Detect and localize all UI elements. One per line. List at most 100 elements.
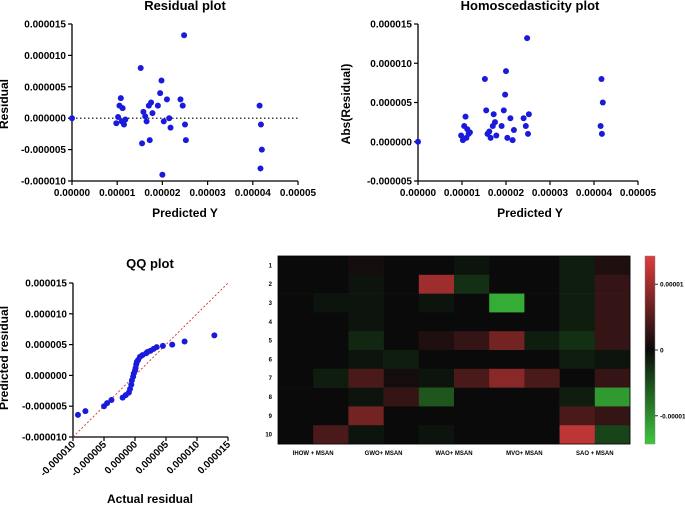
residual-plot-panel: Residual plot Predicted Y Residual -0.00… [0, 0, 317, 220]
heatmap-cell [278, 293, 314, 313]
heatmap-cell [313, 274, 349, 294]
residual-plot-point [157, 90, 164, 97]
heatmap-cell [559, 425, 596, 445]
residual-plot-point [257, 165, 264, 172]
heatmap-cell [418, 256, 455, 276]
heatmap-cell [313, 312, 349, 332]
heatmap-cell [454, 368, 490, 388]
residual-plot-point [143, 118, 150, 125]
heatmap-cell [383, 331, 420, 351]
homoscedasticity-plot-point [458, 132, 465, 139]
homoscedasticity-plot-point [502, 91, 509, 98]
homoscedasticity-plot-ytick-label: 0.000010 [370, 59, 412, 70]
homoscedasticity-plot-xtick-label: 0.00003 [532, 188, 569, 199]
homoscedasticity-plot-point [525, 130, 531, 137]
heatmap-cell [383, 368, 420, 388]
residual-plot-point [181, 32, 188, 39]
homoscedasticity-plot-xtick-label: 0.00001 [444, 188, 481, 199]
homoscedasticity-plot-xlabel: Predicted Y [497, 206, 563, 220]
residual-plot-point [258, 146, 265, 153]
heatmap-cell [418, 387, 455, 407]
qq-plot-ytick-label: 0.000005 [25, 340, 67, 351]
heatmap-cell [594, 350, 631, 370]
heatmap-cell [348, 350, 384, 370]
heatmap-row-label: 4 [269, 320, 273, 326]
heatmap-cell [594, 293, 631, 313]
qq-plot-ytick-label: 0.000000 [25, 371, 67, 382]
heatmap-cell [489, 312, 525, 332]
residual-plot-point [142, 113, 149, 120]
heatmap-cell [383, 312, 420, 332]
heatmap-cell [418, 368, 455, 388]
heatmap-cell [559, 406, 596, 426]
residual-plot-point [69, 115, 75, 122]
residual-plot-point [139, 140, 146, 147]
heatmap-row-label: 9 [269, 414, 273, 420]
qq-plot-point [82, 408, 89, 415]
residual-plot-xtick-label: 0.00005 [280, 188, 317, 199]
residual-plot-point [256, 102, 263, 109]
heatmap-cell [278, 425, 314, 445]
heatmap-cell [383, 350, 420, 370]
heatmap-cell [559, 293, 596, 313]
heatmap-cell [348, 406, 384, 426]
heatmap-cell [559, 331, 596, 351]
heatmap-cell [559, 274, 596, 294]
heatmap-cell [313, 406, 349, 426]
residual-plot-point [122, 116, 129, 123]
colorbar-tick-label: 0 [660, 348, 664, 355]
colorbar-tick-label: 0.00001 [660, 282, 684, 289]
heatmap-row-label: 6 [269, 357, 273, 363]
qq-plot-point [159, 342, 166, 349]
heatmap-cell [489, 293, 525, 313]
heatmap-cell [313, 293, 349, 313]
heatmap-row-label: 7 [269, 376, 273, 382]
heatmap-cell [278, 368, 314, 388]
homoscedasticity-plot-point [598, 75, 605, 82]
residual-plot-xtick-label: 0.00000 [54, 188, 91, 199]
heatmap-column-label: GWO+ MSAN [365, 451, 403, 457]
heatmap-cell [383, 256, 420, 276]
heatmap-cell [454, 350, 490, 370]
homoscedasticity-plot-point [487, 134, 494, 141]
heatmap-cell [454, 387, 490, 407]
heatmap-cell [594, 406, 631, 426]
residual-plot-ylabel: Residual [0, 79, 11, 129]
heatmap-cell [454, 274, 490, 294]
homoscedasticity-plot-ylabel: Abs(Residual) [339, 64, 353, 145]
colorbar-tick-label: -0.00001 [660, 413, 685, 420]
heatmap-cell [313, 387, 349, 407]
heatmap-cell [418, 425, 455, 445]
homoscedasticity-plot-panel: Homoscedasticity plot Predicted Y Abs(Re… [339, 0, 657, 220]
heatmap-cell [594, 312, 631, 332]
heatmap-cell [594, 274, 631, 294]
heatmap-cell [418, 274, 455, 294]
qq-plot-point [74, 411, 81, 418]
heatmap-cell [524, 350, 560, 370]
qq-plot-point [169, 341, 176, 348]
homoscedasticity-plot-point [598, 130, 605, 137]
heatmap-cell [418, 293, 455, 313]
heatmap-cell [454, 425, 490, 445]
residual-plot-ytick-label: 0.000000 [24, 114, 66, 125]
heatmap-cell [594, 256, 631, 276]
heatmap-column-label: MVO+ MSAN [506, 451, 543, 457]
homoscedasticity-plot-point [500, 107, 507, 114]
heatmap-cell [418, 406, 455, 426]
heatmap-cell [278, 256, 314, 276]
heatmap-cell [594, 387, 631, 407]
residual-plot-xlabel: Predicted Y [152, 206, 218, 220]
homoscedasticity-plot-point [522, 123, 529, 130]
residual-plot-point [146, 137, 153, 144]
homoscedasticity-plot-xtick-label: 0.00005 [620, 188, 657, 199]
heatmap-cell [524, 274, 560, 294]
heatmap-cell [524, 293, 560, 313]
qq-plot-point [181, 338, 188, 345]
heatmap-cell [383, 425, 420, 445]
residual-plot-point [137, 64, 144, 71]
homoscedasticity-plot-point [597, 123, 604, 130]
heatmap-cell [489, 425, 525, 445]
residual-plot-point [182, 137, 189, 144]
heatmap-cell [594, 331, 631, 351]
residual-plot-xtick-label: 0.00004 [235, 188, 272, 199]
